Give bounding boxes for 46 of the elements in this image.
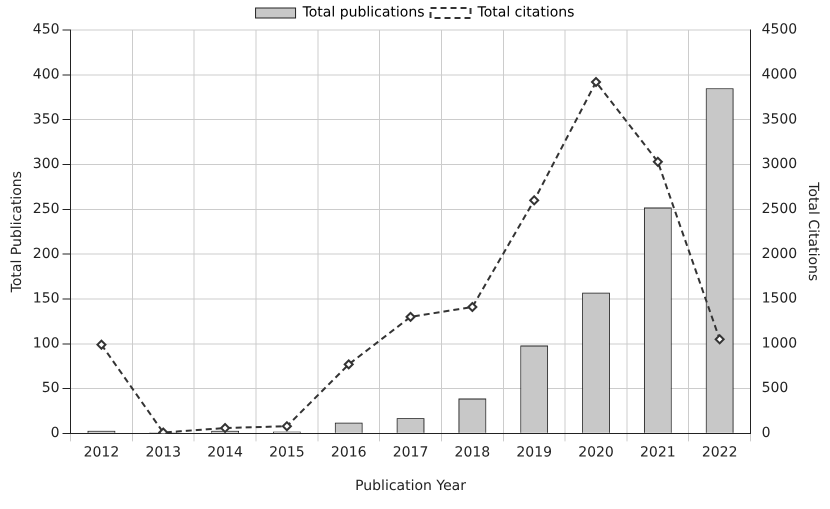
y2-axis-title: Total Citations [804, 181, 821, 282]
y-tick-label: 300 [32, 156, 60, 172]
x-tick-label: 2014 [207, 444, 243, 460]
point [344, 359, 354, 370]
x-tick-label: 2013 [145, 444, 182, 460]
y-tick-label: 350 [32, 111, 60, 128]
point [220, 423, 230, 434]
legend-label: Total citations [476, 4, 574, 21]
y-tick-label: 200 [32, 246, 60, 262]
y2-tick-label: 2500 [762, 200, 798, 217]
x-tick-label: 2021 [640, 444, 676, 460]
x-tick-label: 2016 [330, 444, 367, 460]
y-tick-label: 150 [32, 290, 60, 307]
point [406, 312, 416, 322]
point [467, 302, 478, 312]
y2-tick-label: 0 [762, 425, 770, 442]
x-tick-label: 2015 [269, 444, 305, 460]
legend-label: Total publications [302, 4, 425, 21]
y-axis-title: Total Publications [9, 171, 26, 294]
x-tick-label: 2017 [392, 444, 428, 460]
y-tick-label: 100 [32, 335, 60, 352]
y2-tick-label: 1000 [762, 335, 798, 352]
point [652, 156, 663, 167]
y-tick-label: 250 [32, 200, 60, 217]
point [282, 421, 292, 432]
x-tick-label: 2020 [578, 444, 614, 460]
y-tick-label: 0 [50, 425, 60, 442]
y-tick-label: 450 [32, 22, 60, 38]
point [591, 76, 602, 87]
y-tick-label: 50 [42, 380, 60, 396]
y2-tick-label: 1500 [762, 290, 798, 307]
y2-tick-label: 4500 [762, 22, 798, 38]
x-tick-label: 2012 [84, 444, 120, 460]
x-axis-title: Publication Year [355, 478, 466, 494]
point [529, 195, 540, 206]
y2-tick-label: 4000 [762, 66, 798, 82]
y2-tick-label: 2000 [762, 246, 798, 262]
y2-tick-label: 3000 [762, 156, 798, 172]
x-tick-label: 2019 [516, 444, 552, 460]
y-tick-label: 400 [32, 66, 60, 82]
y2-tick-label: 3500 [762, 111, 798, 128]
point [96, 340, 106, 350]
x-tick-label: 2022 [702, 444, 738, 460]
x-tick-label: 2018 [454, 444, 490, 460]
point [714, 334, 725, 344]
y2-tick-label: 500 [762, 380, 788, 396]
